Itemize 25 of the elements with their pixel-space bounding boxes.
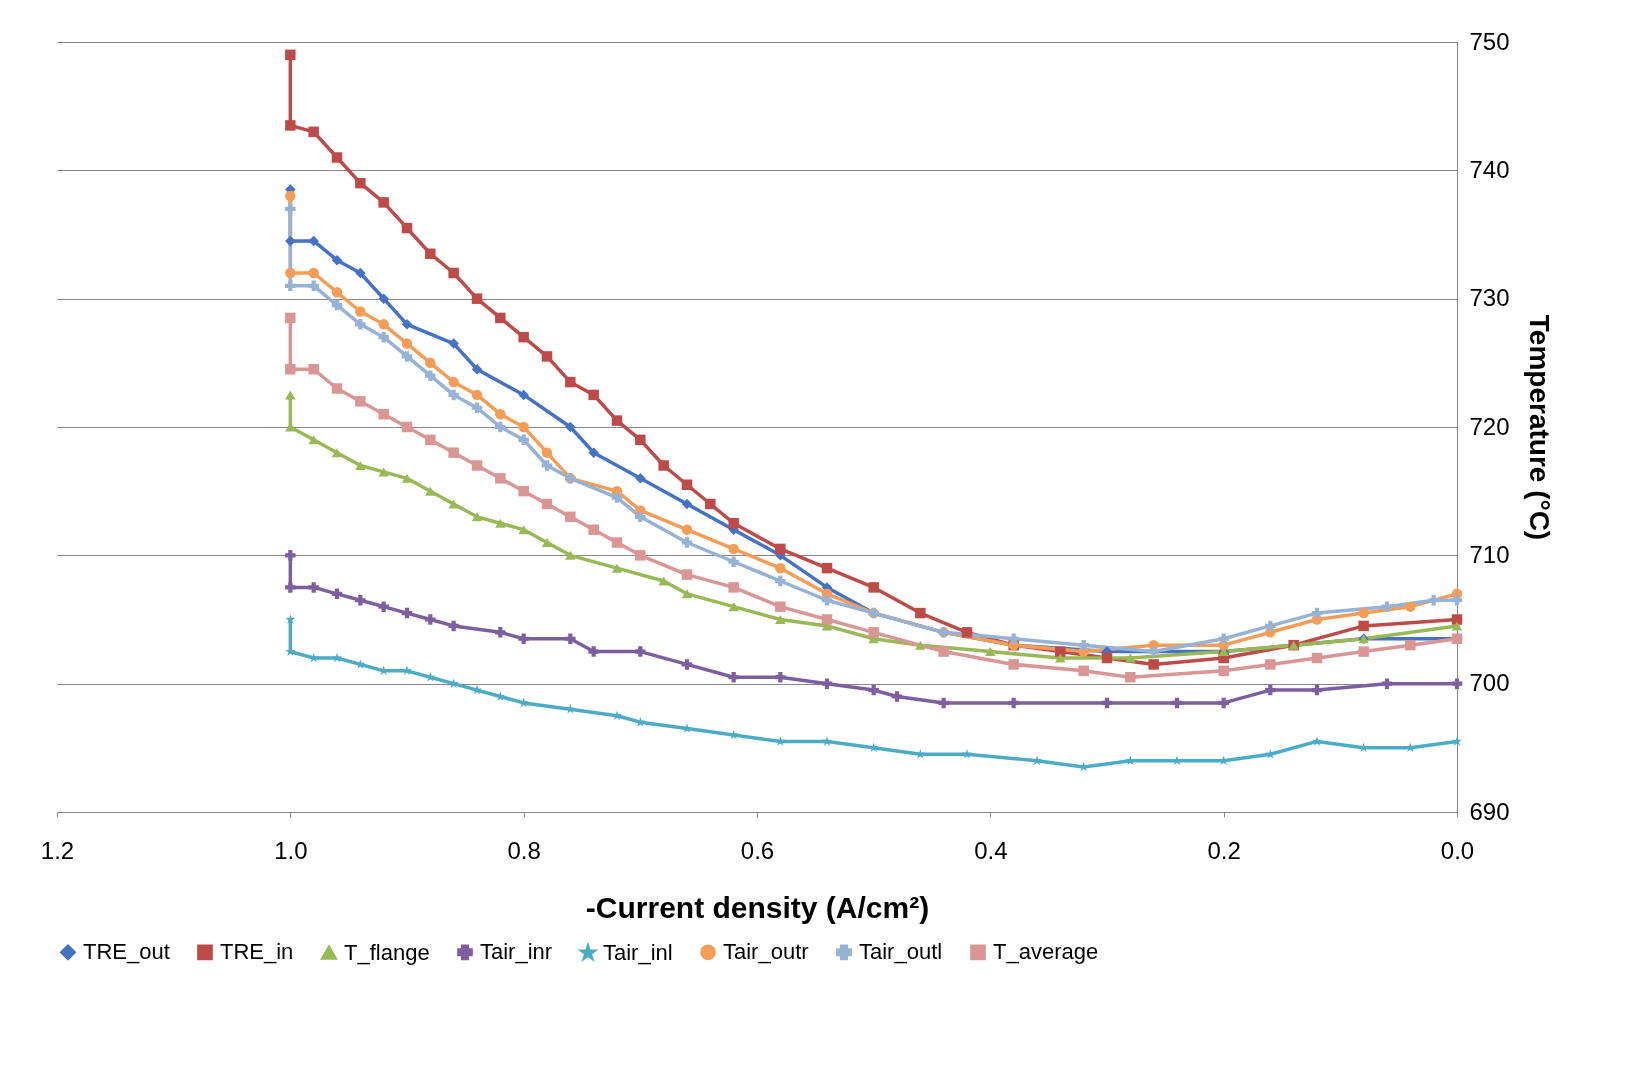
legend-label: Tair_inr	[480, 939, 553, 965]
legend-label: T_average	[993, 939, 1099, 965]
y-tick-label: 700	[1469, 669, 1510, 697]
legend-label: TRE_in	[220, 939, 294, 965]
y-tick-label: 750	[1469, 27, 1510, 55]
legend-label: T_flange	[344, 939, 430, 965]
legend-label: Tair_outr	[723, 939, 809, 965]
y-tick-label: 710	[1469, 540, 1510, 568]
x-tick-label: 0.2	[1207, 836, 1241, 864]
x-axis-title: -Current density (A/cm²)	[585, 890, 930, 924]
x-tick-label: 0.6	[740, 836, 775, 864]
legend-label: Tair_inl	[603, 939, 673, 965]
y-axis-title: Temperature (°C)	[1523, 314, 1555, 541]
x-tick-label: 0.4	[974, 836, 1008, 864]
y-tick-label: 740	[1469, 155, 1510, 183]
y-tick-label: 720	[1469, 412, 1510, 440]
y-tick-label: 730	[1469, 284, 1510, 312]
x-tick-label: 1.0	[274, 836, 308, 864]
legend-label: TRE_out	[83, 939, 170, 965]
legend-label: Tair_outl	[859, 939, 943, 965]
y-tick-label: 690	[1469, 797, 1510, 825]
point	[1451, 678, 1463, 689]
x-tick-label: 0.0	[1440, 836, 1475, 864]
x-tick-label: 1.2	[40, 836, 75, 864]
x-tick-label: 0.8	[507, 836, 541, 864]
